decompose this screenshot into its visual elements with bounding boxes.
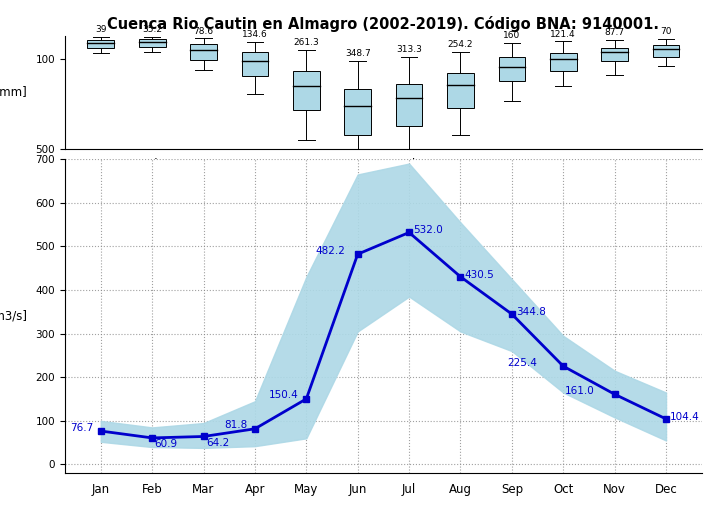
Bar — [87, 40, 114, 48]
Bar — [139, 39, 166, 47]
Text: 70: 70 — [660, 27, 672, 36]
Bar — [242, 52, 269, 75]
Text: 64.2: 64.2 — [206, 438, 230, 448]
Text: 81.8: 81.8 — [224, 420, 247, 431]
Text: 430.5: 430.5 — [464, 269, 495, 280]
Text: 134.6: 134.6 — [242, 30, 268, 40]
Text: 78.6: 78.6 — [194, 27, 214, 35]
Y-axis label: P, [mm]: P, [mm] — [0, 86, 27, 99]
Bar — [601, 48, 628, 61]
Text: 35.2: 35.2 — [142, 25, 162, 34]
Text: 161.0: 161.0 — [564, 386, 594, 396]
Text: 313.3: 313.3 — [396, 45, 422, 54]
Bar — [498, 57, 525, 81]
Text: 150.4: 150.4 — [269, 391, 299, 400]
Text: 121.4: 121.4 — [551, 30, 576, 38]
Text: 348.7: 348.7 — [345, 49, 371, 58]
Bar — [550, 53, 577, 71]
Bar — [293, 71, 320, 110]
Text: 344.8: 344.8 — [516, 307, 546, 317]
Bar — [344, 89, 371, 135]
Bar — [396, 84, 423, 126]
Text: 76.7: 76.7 — [70, 423, 93, 433]
Text: 60.9: 60.9 — [155, 439, 178, 449]
Bar — [652, 45, 680, 57]
Text: 87.7: 87.7 — [605, 28, 625, 37]
Text: 160: 160 — [503, 31, 521, 41]
Bar — [190, 44, 217, 60]
Text: 482.2: 482.2 — [315, 245, 345, 256]
Text: 254.2: 254.2 — [448, 41, 473, 49]
Text: 104.4: 104.4 — [670, 412, 700, 422]
Text: 261.3: 261.3 — [294, 38, 319, 47]
Bar — [447, 73, 474, 108]
Y-axis label: Q, [m3/s]: Q, [m3/s] — [0, 310, 27, 323]
Text: 532.0: 532.0 — [413, 225, 443, 235]
Text: 39: 39 — [95, 25, 107, 34]
Text: 225.4: 225.4 — [508, 358, 538, 368]
Title: Cuenca Rio Cautin en Almagro (2002-2019). Código BNA: 9140001.: Cuenca Rio Cautin en Almagro (2002-2019)… — [107, 17, 660, 32]
